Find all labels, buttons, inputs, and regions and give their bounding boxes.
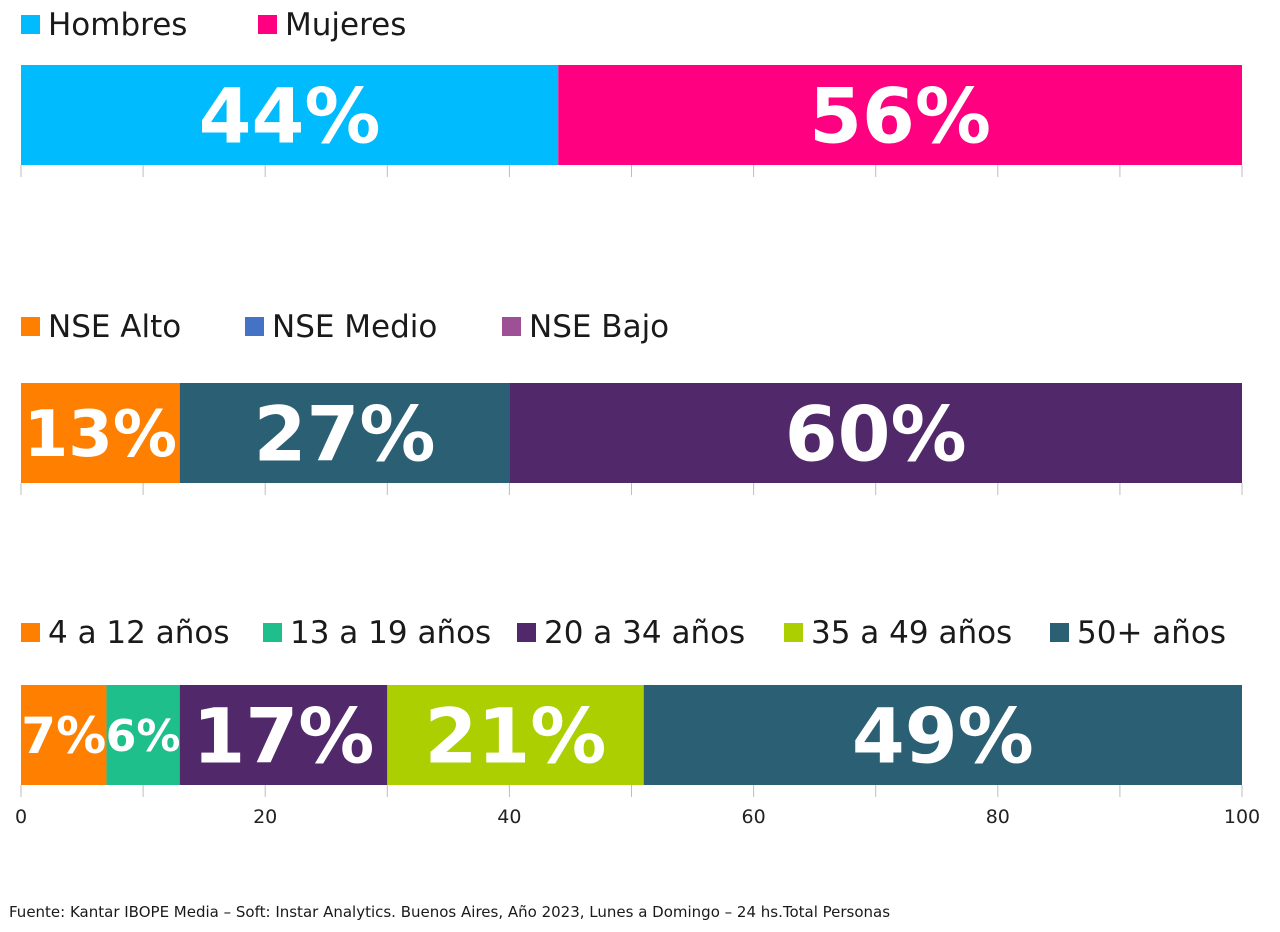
- legend-label: NSE Medio: [272, 309, 437, 345]
- legend-label: 4 a 12 años: [48, 615, 230, 651]
- source-note: Fuente: Kantar IBOPE Media – Soft: Insta…: [9, 903, 891, 921]
- bar-segment: [21, 65, 559, 165]
- legend-marker: [21, 15, 40, 34]
- legend-label: 35 a 49 años: [811, 615, 1012, 651]
- legend-label: 13 a 19 años: [290, 615, 491, 651]
- data-label: 44%: [199, 71, 381, 160]
- x-tick-label: 20: [253, 806, 277, 828]
- chart-group-1: Hombres Mujeres 44% 56%: [20, 7, 1243, 177]
- bar-segment: [106, 685, 180, 785]
- data-label: 21%: [425, 691, 607, 780]
- data-label: 17%: [193, 691, 375, 780]
- bar-segment: [179, 383, 510, 483]
- x-tick-label: 80: [986, 806, 1010, 828]
- bar-segment: [387, 685, 644, 785]
- x-tick-label: 40: [497, 806, 521, 828]
- data-label: 27%: [254, 389, 436, 478]
- legend-marker: [21, 317, 40, 336]
- legend-label: 20 a 34 años: [544, 615, 745, 651]
- legend-marker: [1050, 623, 1069, 642]
- chart-group-3: 4 a 12 años 13 a 19 años 20 a 34 años 35 a …: [20, 615, 1243, 797]
- data-label: 13%: [24, 398, 177, 472]
- legend-marker: [502, 317, 521, 336]
- data-label: 60%: [785, 389, 967, 478]
- data-label: 56%: [809, 71, 991, 160]
- bar-segment: [21, 383, 180, 483]
- x-tick-label: 100: [1224, 806, 1260, 828]
- legend-label: Mujeres: [285, 7, 406, 43]
- bar-segment: [558, 65, 1242, 165]
- legend-marker: [517, 623, 536, 642]
- bar-segment: [179, 685, 388, 785]
- bar-segment: [509, 383, 1242, 483]
- x-tick-label: 0: [15, 806, 27, 828]
- legend-label: 50+ años: [1077, 615, 1226, 651]
- data-label: 49%: [852, 691, 1034, 780]
- x-tick-label: 60: [742, 806, 766, 828]
- legend-label: Hombres: [48, 7, 187, 43]
- data-label: 7%: [21, 707, 106, 765]
- data-label: 6%: [106, 711, 181, 762]
- legend-marker: [245, 317, 264, 336]
- bar-segment: [21, 685, 107, 785]
- legend-label: NSE Bajo: [529, 309, 669, 345]
- legend-marker: [258, 15, 277, 34]
- legend-marker: [263, 623, 282, 642]
- legend-marker: [21, 623, 40, 642]
- legend-label: NSE Alto: [48, 309, 181, 345]
- legend-marker: [784, 623, 803, 642]
- chart-group-2: NSE Alto NSE Medio NSE Bajo 13% 27% 60%: [20, 309, 1243, 495]
- bar-segment: [643, 685, 1242, 785]
